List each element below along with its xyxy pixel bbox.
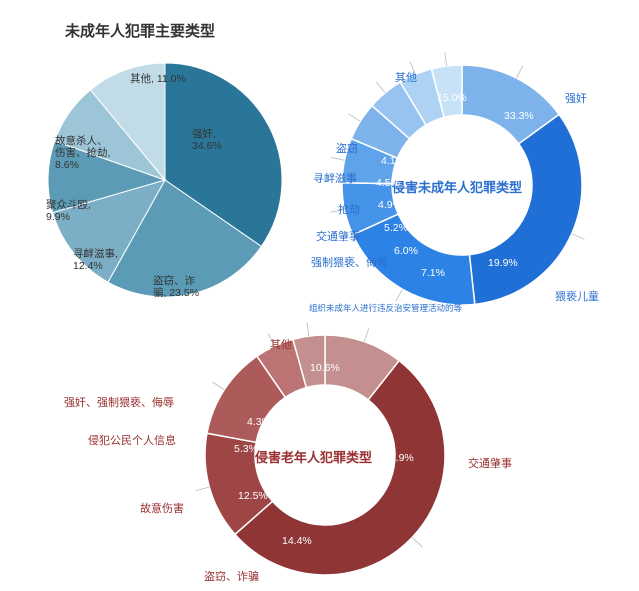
donut-category-label: 侵犯公民个人信息 — [88, 432, 176, 448]
donut-category-label: 盗窃、诈骗 — [204, 568, 259, 584]
donut-title: 侵害老年人犯罪类型 — [255, 447, 372, 466]
donut-pct-label: 5.3% — [234, 443, 258, 455]
donut-category-label: 强奸、强制猥亵、侮辱 — [64, 394, 174, 410]
donut-pct-label: 12.5% — [238, 490, 268, 502]
donut-category-label: 交通肇事 — [468, 455, 512, 471]
donut-pct-label: 52.9% — [384, 452, 414, 464]
donut-pct-label: 4.3% — [247, 416, 271, 428]
donut-category-label: 其他 — [270, 336, 292, 352]
donut-chart-elderly — [0, 0, 639, 591]
donut-pct-label: 14.4% — [282, 535, 312, 547]
donut-pct-label: 10.6% — [310, 362, 340, 374]
donut-category-label: 故意伤害 — [140, 500, 184, 516]
chart-canvas: 未成年人犯罪主要类型强奸,34.6%盗窃、诈骗, 23.5%寻衅滋事,12.4%… — [0, 0, 639, 591]
